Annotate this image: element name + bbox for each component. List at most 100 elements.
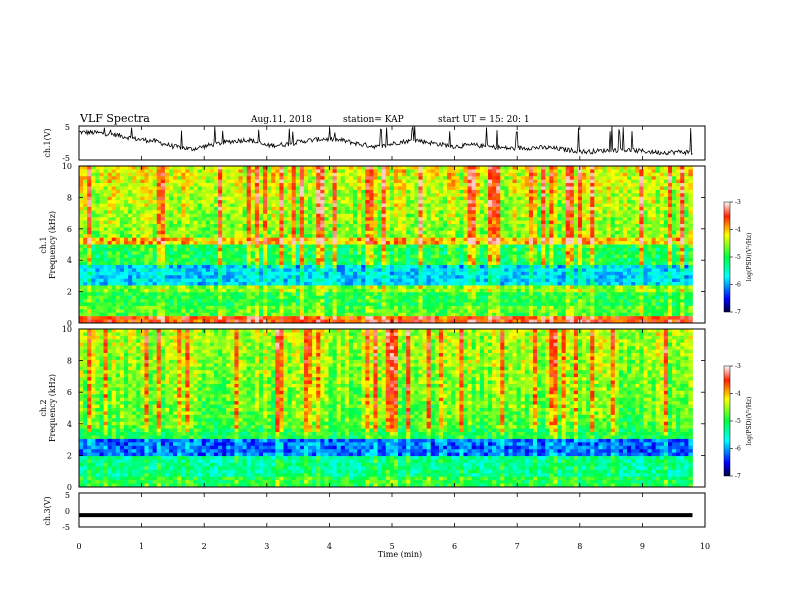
- ch1-spectrogram-cell: [197, 196, 203, 201]
- ch1-spectrogram-cell: [222, 166, 227, 170]
- ch1-spectrogram-cell: [471, 193, 477, 198]
- ch1-spectrogram-cell: [618, 189, 624, 194]
- ch1-spectrogram-cell: [295, 264, 301, 269]
- ch1-spectrogram-cell: [103, 196, 109, 201]
- ch1-spectrogram-cell: [324, 189, 329, 194]
- ch1-spectrogram-cell: [385, 261, 391, 266]
- ch1-spectrogram-cell: [279, 217, 284, 222]
- ch1-spectrogram-cell: [185, 179, 190, 184]
- ch1-spectrogram-cell: [271, 183, 276, 187]
- ch1-spectrogram-cell: [271, 230, 276, 235]
- ch1-spectrogram-cell: [332, 234, 338, 239]
- ch1-spectrogram-cell: [201, 200, 207, 204]
- ch1-spectrogram-cell: [610, 230, 616, 235]
- ch1-spectrogram-cell: [496, 241, 501, 245]
- ch1-spectrogram-cell: [365, 193, 370, 198]
- ch1-spectrogram-cell: [557, 206, 562, 211]
- ch1-spectrogram-cell: [676, 203, 681, 208]
- ch1-spectrogram-cell: [565, 220, 571, 225]
- ch1-spectrogram-cell: [303, 268, 309, 273]
- ch1-spectrogram-cell: [496, 268, 501, 273]
- ch1-spectrogram-cell: [586, 268, 591, 273]
- ch1-spectrogram-cell: [516, 179, 522, 184]
- ch1-spectrogram-cell: [209, 234, 215, 239]
- ch1-spectrogram-cell: [218, 217, 223, 222]
- ch1-spectrogram-cell: [430, 258, 436, 262]
- ch1-spectrogram-cell: [312, 220, 317, 225]
- ch1-spectrogram-cell: [639, 169, 644, 174]
- ch1-spectrogram-cell: [426, 179, 432, 184]
- ch1-spectrogram-cell: [230, 258, 235, 262]
- ch1-spectrogram-cell: [647, 196, 652, 201]
- ch1-spectrogram-cell: [160, 254, 166, 259]
- ch1-spectrogram-cell: [95, 203, 100, 208]
- ch1-spectrogram-cell: [479, 244, 485, 249]
- ch1-spectrogram-cell: [373, 206, 378, 211]
- ch1-spectrogram-cell: [471, 264, 477, 269]
- ch1-spectrogram-cell: [136, 186, 141, 191]
- ch1-spectrogram-cell: [667, 241, 673, 245]
- ch1-spectrogram-cell: [586, 183, 591, 187]
- ch1-spectrogram-cell: [430, 230, 436, 235]
- ch1-spectrogram-cell: [516, 200, 522, 204]
- ch1-spectrogram-cell: [614, 244, 620, 249]
- ch1-spectrogram-cell: [320, 258, 325, 262]
- ch1-spectrogram-cell: [618, 213, 624, 218]
- ch1-spectrogram-cell: [242, 268, 248, 273]
- ch1-spectrogram-cell: [463, 213, 468, 218]
- ch1-spectrogram-cell: [549, 210, 554, 215]
- ch1-spectrogram-cell: [577, 261, 583, 266]
- ch1-spectrogram-cell: [479, 261, 485, 266]
- ch1-spectrogram-cell: [475, 179, 481, 184]
- ch1-spectrogram-cell: [173, 220, 178, 225]
- ch1-spectrogram-cell: [471, 210, 477, 215]
- figure-title: VLF Spectra: [79, 112, 150, 125]
- ch1-spectrogram-cell: [594, 220, 599, 225]
- ch1-spectrogram-cell: [87, 210, 92, 215]
- ch1-spectrogram-cell: [353, 261, 358, 266]
- ch1-spectrogram-cell: [320, 251, 325, 256]
- ch1-spectrogram-cell: [647, 254, 652, 259]
- ch1-spectrogram-cell: [508, 258, 513, 262]
- ch1-spectrogram-cell: [344, 213, 350, 218]
- ch1-spectrogram-cell: [618, 193, 624, 198]
- ch1-spectrogram-cell: [344, 237, 350, 242]
- ch1-spectrogram-cell: [115, 254, 121, 259]
- ch1-spectrogram-cell: [467, 217, 473, 222]
- ch1-spectrogram-cell: [279, 251, 284, 256]
- ch1-spectrogram-cell: [312, 251, 317, 256]
- ch1-spectrogram-cell: [123, 271, 129, 276]
- ch1-spectrogram-cell: [598, 230, 603, 235]
- ch1-spectrogram-cell: [303, 183, 309, 187]
- ch1-spectrogram-cell: [152, 210, 158, 215]
- ch1-spectrogram-cell: [602, 166, 607, 170]
- ch1-spectrogram-cell: [483, 237, 489, 242]
- ch1-spectrogram-cell: [541, 183, 546, 187]
- ch1-spectrogram-cell: [164, 230, 170, 235]
- ch1-spectrogram-cell: [512, 237, 518, 242]
- ch1-spectrogram-cell: [99, 172, 104, 177]
- ch1-spectrogram-cell: [667, 183, 673, 187]
- ch1-spectrogram-cell: [643, 172, 648, 177]
- ch1-spectrogram-cell: [512, 254, 518, 259]
- ch1-spectrogram-cell: [353, 244, 358, 249]
- ch1-spectrogram-cell: [672, 237, 677, 242]
- ch1-spectrogram-cell: [160, 220, 166, 225]
- ch1-spectrogram-cell: [209, 210, 215, 215]
- ch1-spectrogram-cell: [398, 241, 403, 245]
- ch1-spectrogram-cell: [520, 230, 526, 235]
- ch1-spectrogram-cell: [667, 251, 673, 256]
- ch1-spectrogram-cell: [246, 189, 252, 194]
- ch1-spectrogram-cell: [140, 203, 145, 208]
- ch1-spectrogram-cell: [267, 200, 272, 204]
- ch1-spectrogram-cell: [438, 220, 444, 225]
- ch1-spectrogram-cell: [398, 224, 403, 228]
- ch1-spectrogram-cell: [557, 275, 562, 280]
- ch1-spectrogram-cell: [123, 254, 129, 259]
- ch1-spectrogram-cell: [418, 251, 423, 256]
- ch1-spectrogram-cell: [111, 275, 117, 280]
- ch1-spectrogram-cell: [377, 210, 383, 215]
- ch1-spectrogram-cell: [406, 179, 411, 184]
- ch1-spectrogram-cell: [393, 179, 399, 184]
